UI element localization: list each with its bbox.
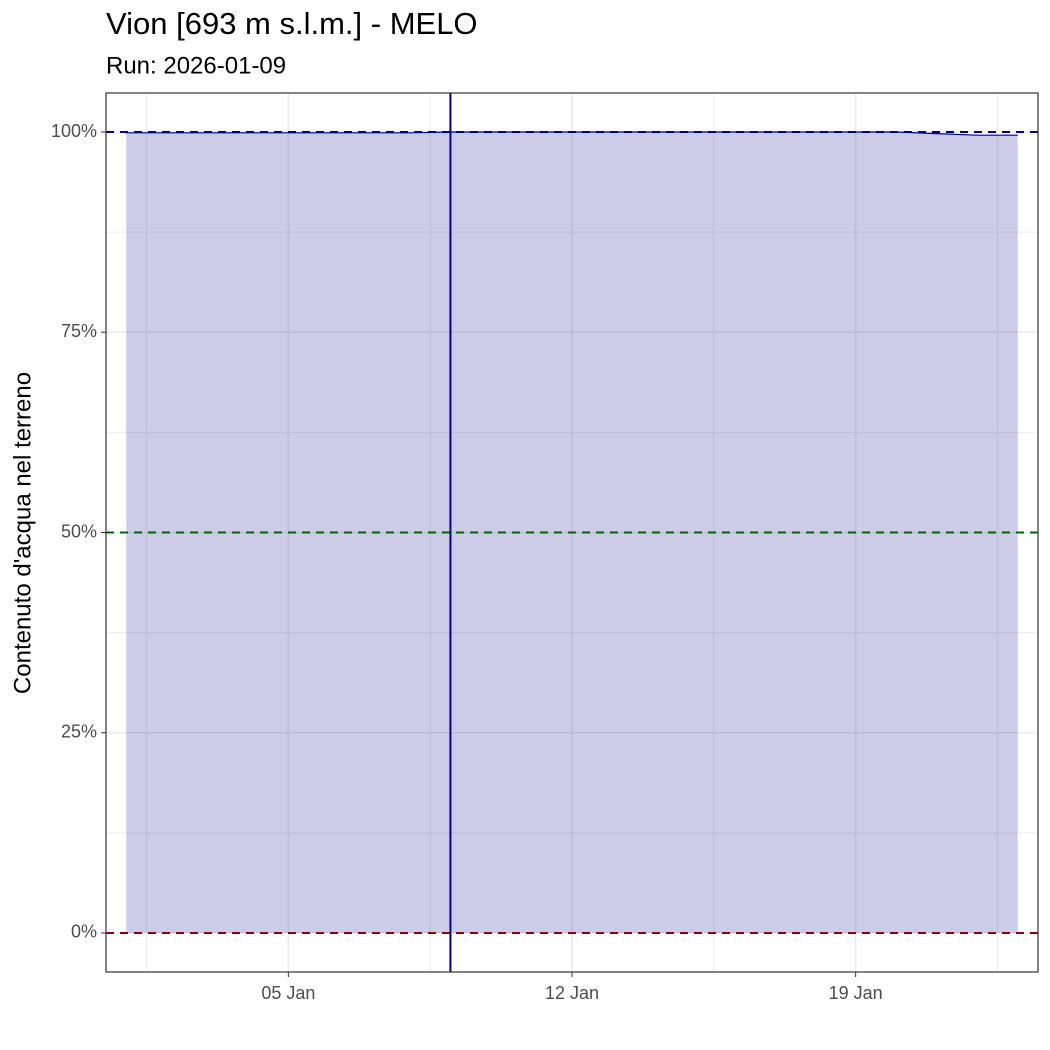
y-tick-label: 50% bbox=[61, 521, 97, 541]
x-tick-label: 05 Jan bbox=[261, 983, 315, 1003]
panel-border bbox=[105, 92, 1039, 973]
y-tick-label: 0% bbox=[71, 922, 97, 942]
chart-subtitle: Run: 2026-01-09 bbox=[106, 52, 286, 79]
chart-title: Vion [693 m s.l.m.] - MELO bbox=[106, 6, 478, 41]
x-tick-label: 19 Jan bbox=[829, 983, 883, 1003]
y-tick-label: 25% bbox=[61, 721, 97, 741]
x-tick-label: 12 Jan bbox=[545, 983, 599, 1003]
y-axis-label: Contenuto d'acqua nel terreno bbox=[9, 372, 36, 694]
y-tick-label: 100% bbox=[51, 121, 97, 141]
y-tick-label: 75% bbox=[61, 321, 97, 341]
